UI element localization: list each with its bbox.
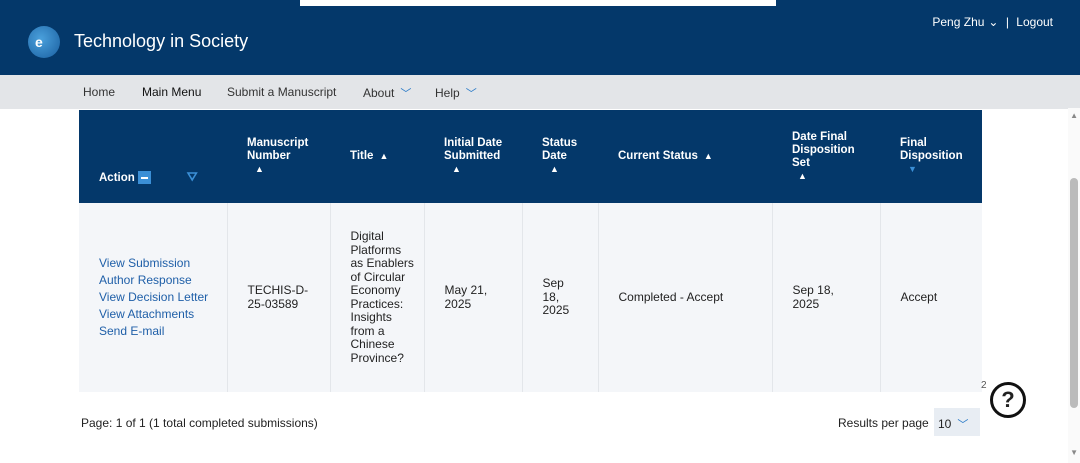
title-cell: Digital Platforms as Enablers of Circula… (330, 203, 425, 392)
scroll-up-icon[interactable]: ▲ (1070, 111, 1078, 120)
nav-bar: Home Main Menu Submit a Manuscript About… (0, 75, 1080, 109)
scrollbar-thumb[interactable] (1070, 178, 1078, 408)
manuscript-number-cell: TECHIS-D-25-03589 (227, 203, 331, 392)
header-label: Initial Date Submitted (444, 137, 503, 162)
nav-about[interactable]: About ﹀ (363, 85, 411, 101)
help-icon[interactable]: ? (990, 382, 1026, 418)
logout-link[interactable]: Logout (1016, 15, 1053, 29)
top-strip (300, 0, 776, 6)
sort-up-icon[interactable]: ▲ (452, 164, 461, 174)
final-disposition-cell: Accept (880, 203, 982, 392)
header-title[interactable]: Title ▲ (330, 110, 424, 203)
header-initial-date[interactable]: Initial Date Submitted ▲ (424, 110, 522, 203)
header-current-status[interactable]: Current Status ▲ (598, 110, 772, 203)
table-row: View Submission Author Response View Dec… (79, 203, 982, 392)
sort-up-icon[interactable]: ▲ (550, 164, 559, 174)
submissions-table: Action ⛛ Manuscript Number ▲ Title ▲ Initia… (79, 110, 982, 392)
results-per-page-label: Results per page (838, 416, 929, 430)
send-email-link[interactable]: Send E-mail (99, 324, 165, 338)
journal-title: Technology in Society (74, 31, 249, 51)
nav-main-menu[interactable]: Main Menu (142, 85, 202, 99)
help-badge: 2 (981, 380, 987, 391)
journal-logo: e (28, 26, 60, 58)
date-final-cell: Sep 18, 2025 (772, 203, 881, 392)
nav-help[interactable]: Help ﹀ (435, 85, 477, 101)
header-label: Action (99, 172, 135, 184)
user-menu: Peng Zhu ⌄ | Logout (928, 15, 1053, 29)
header-label: Final Disposition (900, 137, 963, 162)
chevron-down-icon: ﹀ (465, 88, 477, 100)
nav-help-label: Help (435, 86, 460, 100)
view-attachments-link[interactable]: View Attachments (99, 307, 195, 321)
collapse-icon[interactable] (137, 171, 151, 185)
view-submission-link[interactable]: View Submission (99, 256, 191, 270)
chevron-down-icon: ﹀ (400, 88, 412, 100)
chevron-down-icon: ﹀ (957, 419, 969, 431)
initial-date-cell: May 21, 2025 (424, 203, 523, 392)
page-info: Page: 1 of 1 (1 total completed submissi… (81, 416, 318, 430)
header-manuscript-number[interactable]: Manuscript Number ▲ (227, 110, 330, 203)
header-label: Date Final Disposition Set (792, 130, 855, 169)
user-name[interactable]: Peng Zhu (932, 15, 985, 29)
results-value: 10 (938, 417, 952, 431)
view-decision-letter-link[interactable]: View Decision Letter (99, 290, 209, 304)
results-per-page-select[interactable]: 10 ﹀ (934, 408, 980, 436)
header-label: Title (350, 150, 374, 162)
header: e Technology in Society Peng Zhu ⌄ | Logo… (0, 0, 1080, 75)
scroll-down-icon[interactable]: ▼ (1070, 448, 1078, 457)
sort-up-icon[interactable]: ▲ (379, 151, 389, 161)
clear-filter-icon[interactable]: ⛛ (186, 169, 198, 184)
header-date-final[interactable]: Date Final Disposition Set▲ (772, 110, 880, 203)
nav-submit-manuscript[interactable]: Submit a Manuscript (227, 85, 337, 99)
nav-home[interactable]: Home (83, 85, 116, 99)
action-cell: View Submission Author Response View Dec… (79, 203, 228, 392)
header-label: Current Status (618, 150, 698, 162)
sort-up-icon[interactable]: ▲ (255, 164, 264, 174)
status-date-cell: Sep 18, 2025 (522, 203, 599, 392)
chevron-down-icon[interactable]: ⌄ (988, 15, 999, 29)
header-status-date[interactable]: Status Date ▲ (522, 110, 598, 203)
sort-up-icon[interactable]: ▲ (798, 170, 807, 181)
header-label: Manuscript Number (247, 137, 309, 162)
separator: | (1005, 15, 1009, 29)
header-action: Action ⛛ (79, 110, 227, 203)
nav-about-label: About (363, 86, 395, 100)
sort-down-icon[interactable]: ▼ (908, 164, 917, 174)
header-final-disposition[interactable]: Final Disposition ▼ (880, 110, 982, 203)
author-response-link[interactable]: Author Response (99, 273, 192, 287)
sort-up-icon[interactable]: ▲ (703, 151, 713, 161)
header-label: Status Date (542, 137, 578, 162)
current-status-cell: Completed - Accept (598, 203, 773, 392)
